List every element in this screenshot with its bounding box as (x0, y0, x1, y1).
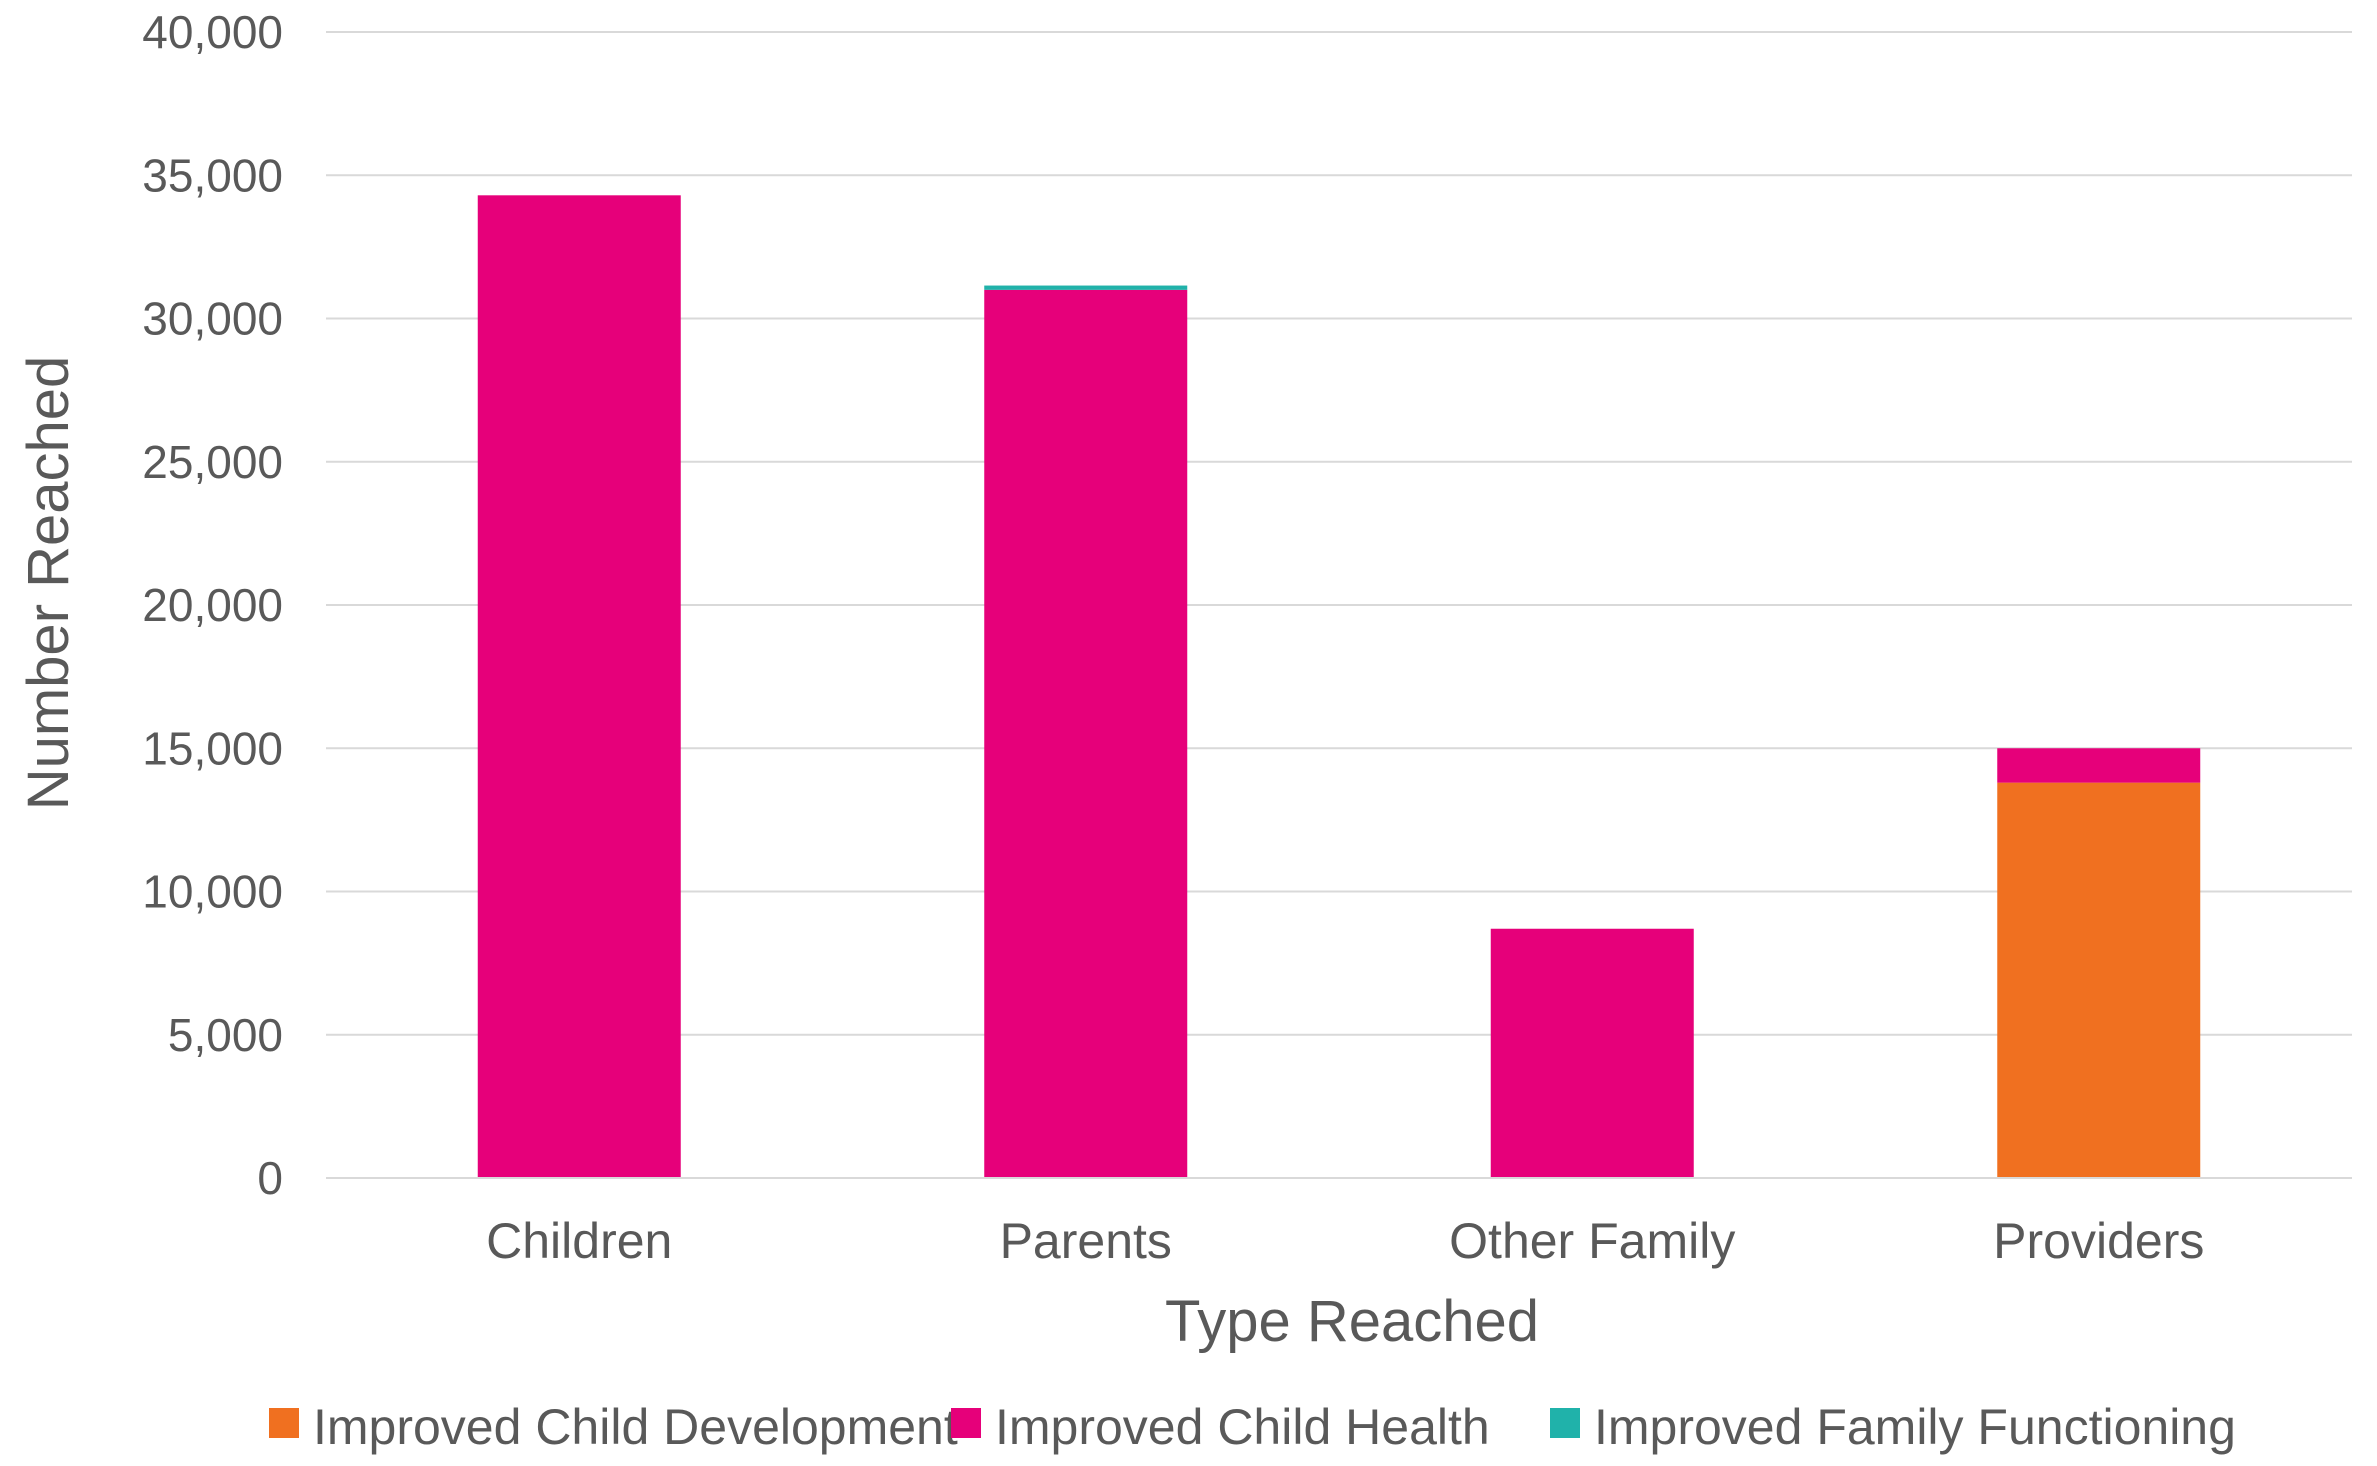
y-tick-label: 35,000 (142, 149, 283, 201)
x-axis-ticks: Children Parents Other Family Providers (486, 1213, 2204, 1269)
legend-label: Improved Family Functioning (1594, 1399, 2236, 1455)
x-axis-title: Type Reached (1165, 1289, 1539, 1354)
bar-segment (1490, 928, 1694, 1178)
y-tick-label: 15,000 (142, 722, 283, 774)
x-tick-label: Providers (1993, 1213, 2204, 1269)
y-tick-label: 0 (257, 1152, 283, 1204)
bars (477, 195, 2201, 1179)
bar-segment (1997, 748, 2201, 783)
x-tick-label: Other Family (1449, 1213, 1735, 1269)
bar-segment (984, 289, 1188, 1179)
bar-segment (984, 285, 1188, 290)
legend-label: Improved Child Development (313, 1399, 958, 1455)
bar-segment (477, 195, 681, 1178)
y-axis-title: Number Reached (16, 356, 81, 811)
legend-swatch (1550, 1408, 1580, 1438)
legend: Improved Child Development Improved Child… (269, 1399, 2236, 1455)
legend-label: Improved Child Health (995, 1399, 1490, 1455)
legend-swatch (269, 1408, 299, 1438)
x-tick-label: Children (486, 1213, 672, 1269)
y-tick-label: 25,000 (142, 436, 283, 488)
y-tick-label: 20,000 (142, 579, 283, 631)
y-tick-label: 40,000 (142, 6, 283, 58)
legend-swatch (951, 1408, 981, 1438)
bar-segment (1997, 782, 2201, 1178)
y-tick-label: 30,000 (142, 293, 283, 345)
y-tick-label: 5,000 (168, 1009, 283, 1061)
y-axis-ticks: 0 5,000 10,000 15,000 20,000 25,000 30,000 35,0… (142, 6, 283, 1204)
x-tick-label: Parents (1000, 1213, 1172, 1269)
y-tick-label: 10,000 (142, 866, 283, 918)
